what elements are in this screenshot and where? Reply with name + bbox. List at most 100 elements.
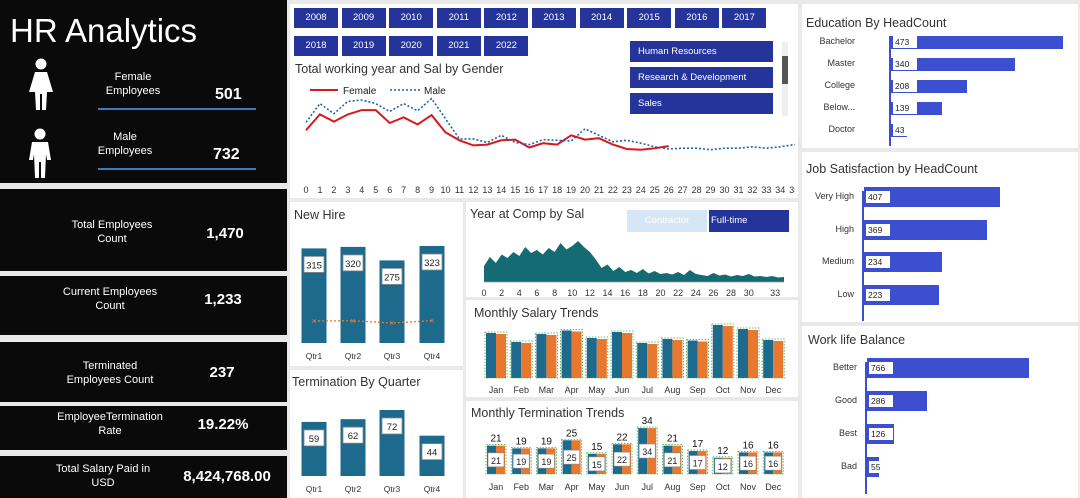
inner-label-box — [613, 451, 631, 467]
x-tick-label: 33 — [761, 185, 771, 195]
x-tick-label: 12 — [468, 185, 478, 195]
bar-series-1 — [687, 340, 698, 378]
kpi-value: 1,233 — [204, 291, 242, 308]
gender-card: HR Analytics Female Employees 501 Male E… — [0, 0, 287, 183]
department-item[interactable]: Research & Development — [630, 67, 773, 88]
kpi-value: 1,470 — [206, 225, 244, 242]
year-button-2008[interactable]: 2008 — [294, 8, 338, 28]
year-button-2011[interactable]: 2011 — [436, 8, 481, 28]
department-scrollbar[interactable] — [782, 42, 788, 116]
data-label-bg — [869, 395, 893, 407]
new-hire-title: New Hire — [294, 208, 346, 222]
x-tick-label: 18 — [638, 288, 648, 298]
year-button-2014[interactable]: 2014 — [579, 8, 624, 28]
year-button-2013[interactable]: 2013 — [532, 8, 576, 28]
area-series — [484, 241, 784, 282]
data-label: 72 — [387, 422, 398, 433]
department-scroll-thumb[interactable] — [782, 56, 788, 84]
x-tick-label: 14 — [603, 288, 613, 298]
data-label: 369 — [868, 224, 883, 235]
x-tick-label: Qtr4 — [424, 351, 441, 361]
x-tick-label: Apr — [565, 482, 579, 492]
bar-outline — [610, 330, 634, 379]
bar-outline — [485, 444, 507, 475]
inner-label: 16 — [768, 459, 778, 469]
bar — [864, 187, 1000, 207]
year-button-2009[interactable]: 2009 — [341, 8, 386, 28]
category-label: Very High — [814, 191, 854, 201]
x-tick-label: 1 — [317, 185, 322, 195]
data-label: 25 — [566, 428, 578, 439]
bar-outline — [585, 336, 609, 379]
data-label: 55 — [871, 462, 881, 472]
data-label-bg — [866, 223, 890, 236]
data-label: 234 — [868, 257, 883, 267]
male-label: Male Employees — [97, 131, 153, 157]
x-tick-label: Oct — [716, 385, 731, 395]
kpi-value: 19.22% — [197, 416, 249, 433]
year-button-2018[interactable]: 2018 — [294, 36, 338, 56]
bar-series-2 — [521, 343, 532, 378]
monthly-termination-title: Monthly Termination Trends — [471, 406, 625, 420]
x-tick-label: 10 — [567, 288, 577, 298]
year-button-2012[interactable]: 2012 — [484, 8, 529, 28]
kpi-termination-rate: EmployeeTermination Rate 19.22% — [0, 406, 287, 450]
bar-series-1 — [738, 329, 748, 378]
year-button-2019[interactable]: 2019 — [341, 36, 386, 56]
data-label: 19 — [541, 436, 553, 447]
year-button-2022[interactable]: 2022 — [484, 36, 529, 56]
x-tick-label: 6 — [534, 288, 539, 298]
department-item[interactable]: Sales — [630, 93, 773, 114]
full-time-button[interactable]: Full-time — [709, 210, 789, 232]
bar — [864, 219, 988, 240]
legend-male-label: Male — [424, 86, 446, 97]
inner-label-box — [689, 455, 706, 470]
x-tick-label: 4 — [359, 185, 364, 195]
bar-series-2 — [722, 326, 733, 378]
year-button-2010[interactable]: 2010 — [389, 8, 434, 28]
inner-label: 25 — [567, 453, 577, 463]
category-label: Medium — [821, 256, 854, 266]
year-button-2021[interactable]: 2021 — [436, 36, 481, 56]
data-label-box — [303, 429, 325, 447]
x-tick-label: 22 — [673, 288, 683, 298]
bar-series-2 — [546, 335, 557, 378]
data-label-bg — [893, 36, 917, 48]
inner-label-box — [714, 458, 732, 474]
x-tick-label: 22 — [608, 185, 618, 195]
data-label-bg — [866, 191, 890, 203]
department-item[interactable]: Human Resources — [630, 41, 773, 62]
kpi-label: EmployeeTermination Rate — [57, 411, 163, 437]
inner-label-box — [638, 443, 656, 459]
x-tick-label: Qtr2 — [345, 484, 362, 494]
bar-series-2 — [647, 344, 658, 378]
x-tick-label: 18 — [552, 185, 562, 195]
x-tick-label: 8 — [415, 185, 420, 195]
year-button-2020[interactable]: 2020 — [389, 36, 434, 56]
year-button-2017[interactable]: 2017 — [722, 8, 767, 28]
male-underline — [98, 168, 256, 170]
x-tick-label: 11 — [455, 185, 464, 195]
bar-series-2 — [622, 333, 632, 378]
bar-series-2 — [773, 341, 784, 378]
x-tick-label: 9 — [429, 185, 434, 195]
inner-label: 21 — [491, 456, 501, 466]
contractor-button[interactable]: Contractor — [627, 210, 707, 232]
inner-label: 17 — [693, 459, 703, 469]
data-label: 126 — [871, 429, 886, 439]
bar-outline — [660, 337, 684, 379]
x-tick-label: 24 — [636, 185, 646, 195]
bar-series-2 — [496, 334, 506, 378]
data-label-bg — [893, 58, 917, 70]
year-button-2015[interactable]: 2015 — [627, 8, 672, 28]
monthly-salary-title: Monthly Salary Trends — [474, 306, 599, 320]
data-label-box — [421, 443, 443, 461]
monthly-salary-chart: Jan Feb Mar Apr May Jun Jul Aug Sep Oct Nov Dec — [484, 323, 785, 395]
trend-marker: × — [389, 318, 394, 328]
bar — [867, 358, 1029, 378]
kpi-terminated-employees: Terminated Employees Count 237 — [0, 342, 287, 402]
data-label: 34 — [642, 416, 654, 427]
kpi-total-salary: Total Salary Paid in USD 8,424,768.00 — [0, 456, 287, 498]
x-tick-label: Aug — [664, 482, 680, 492]
year-button-2016[interactable]: 2016 — [674, 8, 719, 28]
